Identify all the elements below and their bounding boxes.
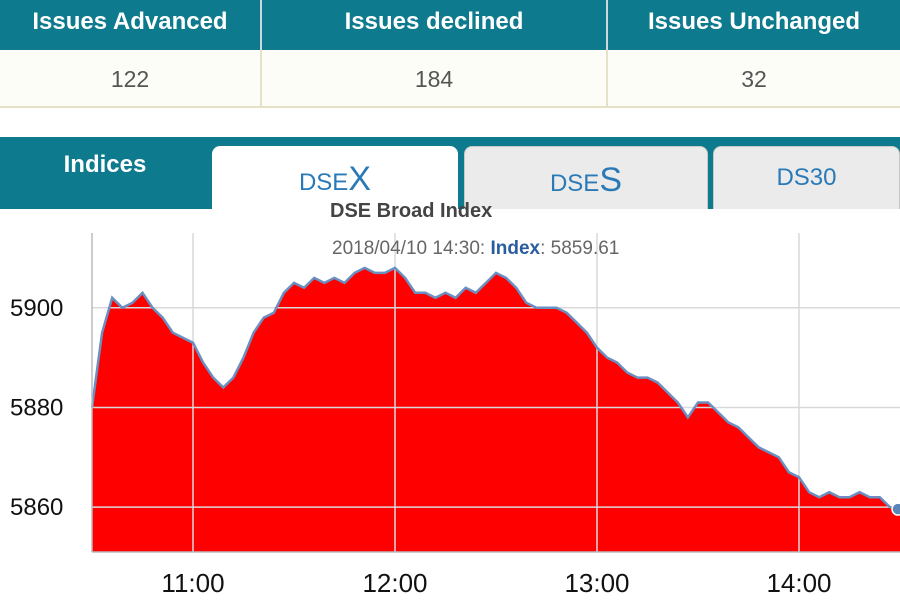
tooltip-colon: : [540, 238, 546, 259]
chart-title: DSE Broad Index [330, 200, 493, 222]
tooltip-value: 5859.61 [550, 238, 620, 259]
index-line [90, 266, 900, 511]
tooltip-series-name: Index [490, 238, 541, 259]
header-issues-advanced: Issues Advanced [0, 0, 262, 50]
summary-values-row: 122 184 32 [0, 50, 900, 108]
y-tick-label: 5900 [10, 295, 63, 322]
header-issues-declined: Issues declined [262, 0, 608, 50]
value-issues-unchanged: 32 [741, 66, 767, 92]
index-area [92, 267, 900, 552]
hover-marker [891, 502, 900, 516]
value-issues-advanced: 122 [0, 50, 262, 106]
x-tick-label: 13:00 [564, 568, 629, 598]
tooltip-date: 2018/04/10 14:30: [332, 238, 486, 259]
summary-header-row: Issues Advanced Issues declined Issues U… [0, 0, 900, 50]
dse-index-chart[interactable]: 5860 5880 5900 11:00 12:00 13:00 14:00 [0, 220, 900, 600]
tab-ds30-label: DS30 [776, 164, 837, 191]
tab-ds30[interactable]: DS30 [713, 146, 900, 209]
y-tick-label: 5880 [10, 394, 63, 421]
tab-dsex-label: DSEX [298, 160, 372, 198]
market-summary-table: Issues Advanced Issues declined Issues U… [0, 0, 900, 108]
x-tick-label: 14:00 [766, 568, 831, 598]
x-tick-label: 11:00 [161, 568, 224, 598]
header-issues-unchanged: Issues Unchanged [647, 8, 861, 35]
tab-dsex[interactable]: DSEX [212, 146, 458, 209]
y-tick-label: 5860 [10, 494, 63, 521]
value-issues-declined: 184 [262, 50, 608, 106]
indices-label: Indices [63, 151, 147, 178]
chart-tooltip: 2018/04/10 14:30: Index: 5859.61 [332, 238, 619, 260]
x-tick-label: 12:00 [362, 568, 427, 598]
tab-dses[interactable]: DSES [464, 146, 708, 209]
tab-dses-label: DSES [549, 161, 623, 199]
indices-tab-bar: Indices DSEX DSES DS30 [0, 137, 900, 209]
